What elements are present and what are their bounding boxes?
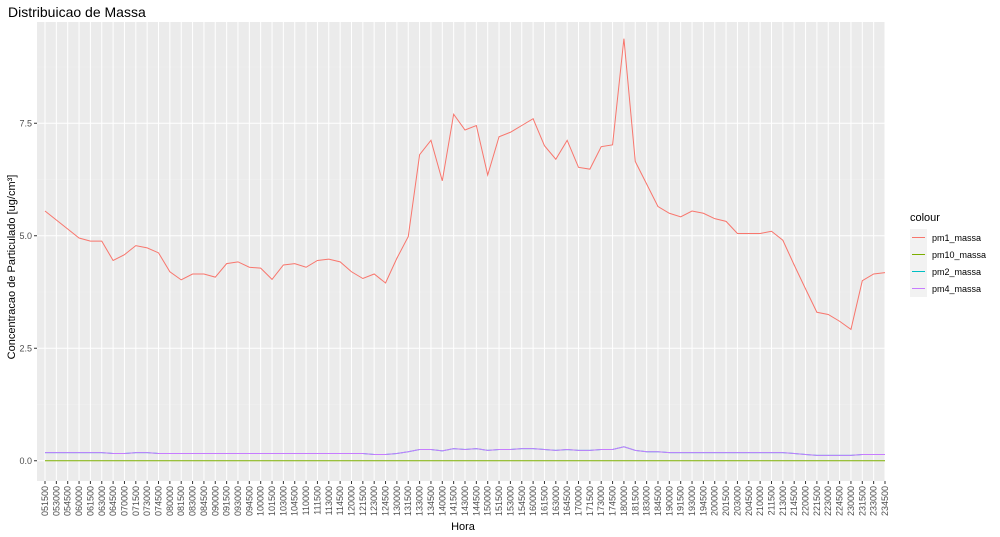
x-tick-label: 090000 xyxy=(210,486,220,516)
x-tick-label: 230000 xyxy=(846,486,856,516)
series-line-pm4_massa xyxy=(45,446,885,456)
x-tick-label: 231500 xyxy=(857,486,867,516)
x-tick-label: 140000 xyxy=(437,486,447,516)
x-tick-label: 191500 xyxy=(676,486,686,516)
x-tick-label: 190000 xyxy=(664,486,674,516)
x-tick-label: 180000 xyxy=(619,486,629,516)
x-tick-label: 154500 xyxy=(517,486,527,516)
x-tick-label: 233000 xyxy=(869,486,879,516)
x-tick-label: 211500 xyxy=(766,486,776,515)
y-tick-label: 7.5 xyxy=(19,118,32,128)
x-tick-label: 163000 xyxy=(551,486,561,516)
x-tick-label: 093000 xyxy=(233,486,243,516)
x-tick-label: 080000 xyxy=(165,486,175,516)
y-tick-label: 0.0 xyxy=(19,456,32,466)
x-tick-label: 063000 xyxy=(97,486,107,516)
legend-title: colour xyxy=(910,212,940,224)
x-tick-label: 060000 xyxy=(74,486,84,516)
x-tick-label: 100000 xyxy=(256,486,266,516)
x-tick-label: 214500 xyxy=(789,486,799,516)
x-tick-label: 083000 xyxy=(188,486,198,516)
x-tick-label: 101500 xyxy=(267,486,277,516)
x-tick-label: 084500 xyxy=(199,486,209,516)
legend: colour pm1_massa pm10_massa pm2_massa pm4_m… xyxy=(910,212,986,297)
x-tick-label: 203000 xyxy=(732,486,742,516)
y-axis-title: Concentracao de Particulado [ug/cm³] xyxy=(6,175,18,360)
x-tick-label: 131500 xyxy=(403,486,413,516)
x-tick-label: 094500 xyxy=(244,486,254,516)
x-tick-label: 221500 xyxy=(812,486,822,516)
x-tick-label: 133000 xyxy=(415,486,425,516)
x-tick-label: 123000 xyxy=(369,486,379,516)
x-tick-label: 074500 xyxy=(154,486,164,516)
x-tick-label: 151500 xyxy=(494,486,504,516)
x-tick-label: 184500 xyxy=(653,486,663,516)
x-tick-label: 104500 xyxy=(290,486,300,516)
chart-title: Distribuicao de Massa xyxy=(8,4,146,20)
x-tick-label: 213000 xyxy=(778,486,788,516)
legend-label: pm4_massa xyxy=(932,284,981,294)
x-tick-label: 051500 xyxy=(40,486,50,516)
x-tick-label: 170000 xyxy=(574,486,584,516)
x-tick-label: 164500 xyxy=(562,486,572,516)
x-tick-label: 143000 xyxy=(460,486,470,516)
x-tick-label: 160000 xyxy=(528,486,538,516)
x-tick-label: 174500 xyxy=(608,486,618,516)
legend-label: pm2_massa xyxy=(932,267,981,277)
x-tick-label: 071500 xyxy=(131,486,141,516)
x-tick-label: 171500 xyxy=(585,486,595,516)
x-tick-label: 210000 xyxy=(755,486,765,516)
x-tick-label: 204500 xyxy=(744,486,754,516)
x-tick-label: 144500 xyxy=(471,486,481,516)
x-tick-label: 194500 xyxy=(698,486,708,516)
series-lines xyxy=(44,38,886,462)
x-tick-label: 070000 xyxy=(119,486,129,516)
x-tick-label: 153000 xyxy=(505,486,515,516)
plot-panel xyxy=(37,22,885,481)
x-tick-label: 064500 xyxy=(108,486,118,516)
x-tick-label: 073000 xyxy=(142,486,152,516)
x-tick-label: 200000 xyxy=(710,486,720,516)
x-tick-label: 061500 xyxy=(85,486,95,516)
x-tick-label: 124500 xyxy=(381,486,391,516)
x-tick-label: 081500 xyxy=(176,486,186,516)
gridlines xyxy=(37,22,886,481)
x-tick-label: 053000 xyxy=(51,486,61,516)
legend-label: pm10_massa xyxy=(932,250,986,260)
x-axis-ticks: 051500 053000 054500 060000 061500 063000 0645… xyxy=(40,481,890,516)
x-tick-label: 224500 xyxy=(835,486,845,516)
x-tick-label: 091500 xyxy=(222,486,232,516)
series-line-pm1_massa xyxy=(44,38,886,331)
x-tick-label: 054500 xyxy=(63,486,73,516)
y-tick-label: 2.5 xyxy=(19,343,32,353)
x-tick-label: 141500 xyxy=(449,486,459,516)
y-axis-ticks: 0.0 2.5 5.0 7.5 xyxy=(19,118,37,466)
y-tick-label: 5.0 xyxy=(19,231,32,241)
x-tick-label: 103000 xyxy=(278,486,288,516)
x-tick-label: 193000 xyxy=(687,486,697,516)
x-tick-label: 173000 xyxy=(596,486,606,516)
x-tick-label: 114500 xyxy=(335,486,345,515)
x-tick-label: 113000 xyxy=(324,486,334,515)
legend-label: pm1_massa xyxy=(932,233,981,243)
x-tick-label: 120000 xyxy=(346,486,356,516)
x-tick-label: 121500 xyxy=(358,486,368,516)
x-tick-label: 183000 xyxy=(642,486,652,516)
x-tick-label: 220000 xyxy=(801,486,811,516)
x-tick-label: 201500 xyxy=(721,486,731,516)
x-tick-label: 110000 xyxy=(301,486,311,515)
x-tick-label: 134500 xyxy=(426,486,436,516)
x-tick-label: 130000 xyxy=(392,486,402,516)
x-tick-label: 150000 xyxy=(483,486,493,516)
x-tick-label: 234500 xyxy=(880,486,890,516)
x-tick-label: 181500 xyxy=(630,486,640,516)
x-tick-label: 161500 xyxy=(539,486,549,516)
x-tick-label: 223000 xyxy=(823,486,833,516)
x-axis-title: Hora xyxy=(451,521,476,533)
x-tick-label: 111500 xyxy=(312,486,322,515)
